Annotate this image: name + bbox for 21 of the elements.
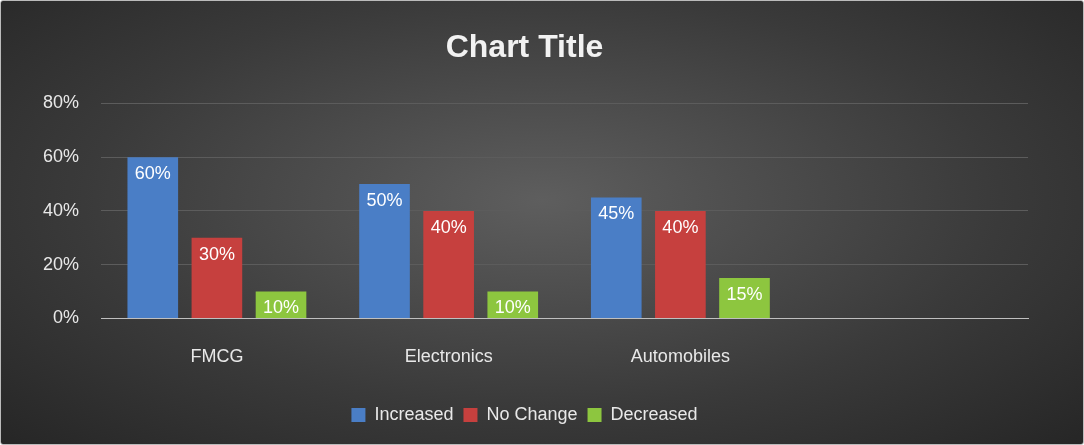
data-label: 10% — [494, 297, 531, 318]
y-tick-label: 20% — [43, 253, 80, 274]
x-tick-label: Electronics — [404, 346, 493, 367]
x-tick-label: Automobiles — [630, 346, 730, 367]
data-label: 45% — [598, 203, 635, 224]
y-tick-label: 60% — [43, 146, 80, 167]
data-label: 15% — [726, 284, 763, 305]
chart-title: Chart Title — [445, 28, 604, 65]
legend-label: No Change — [486, 403, 578, 424]
legend-label: Increased — [374, 403, 454, 424]
data-label: 30% — [198, 243, 235, 264]
data-label: 40% — [430, 216, 467, 237]
data-label: 10% — [263, 297, 300, 318]
y-tick-label: 0% — [53, 307, 80, 328]
y-tick-label: 80% — [43, 92, 80, 113]
legend-label: Decreased — [610, 403, 698, 424]
data-label: 60% — [134, 163, 171, 184]
y-tick-label: 40% — [43, 199, 80, 220]
data-label: 40% — [662, 216, 699, 237]
x-tick-label: FMCG — [190, 346, 244, 367]
data-label: 50% — [366, 189, 403, 210]
